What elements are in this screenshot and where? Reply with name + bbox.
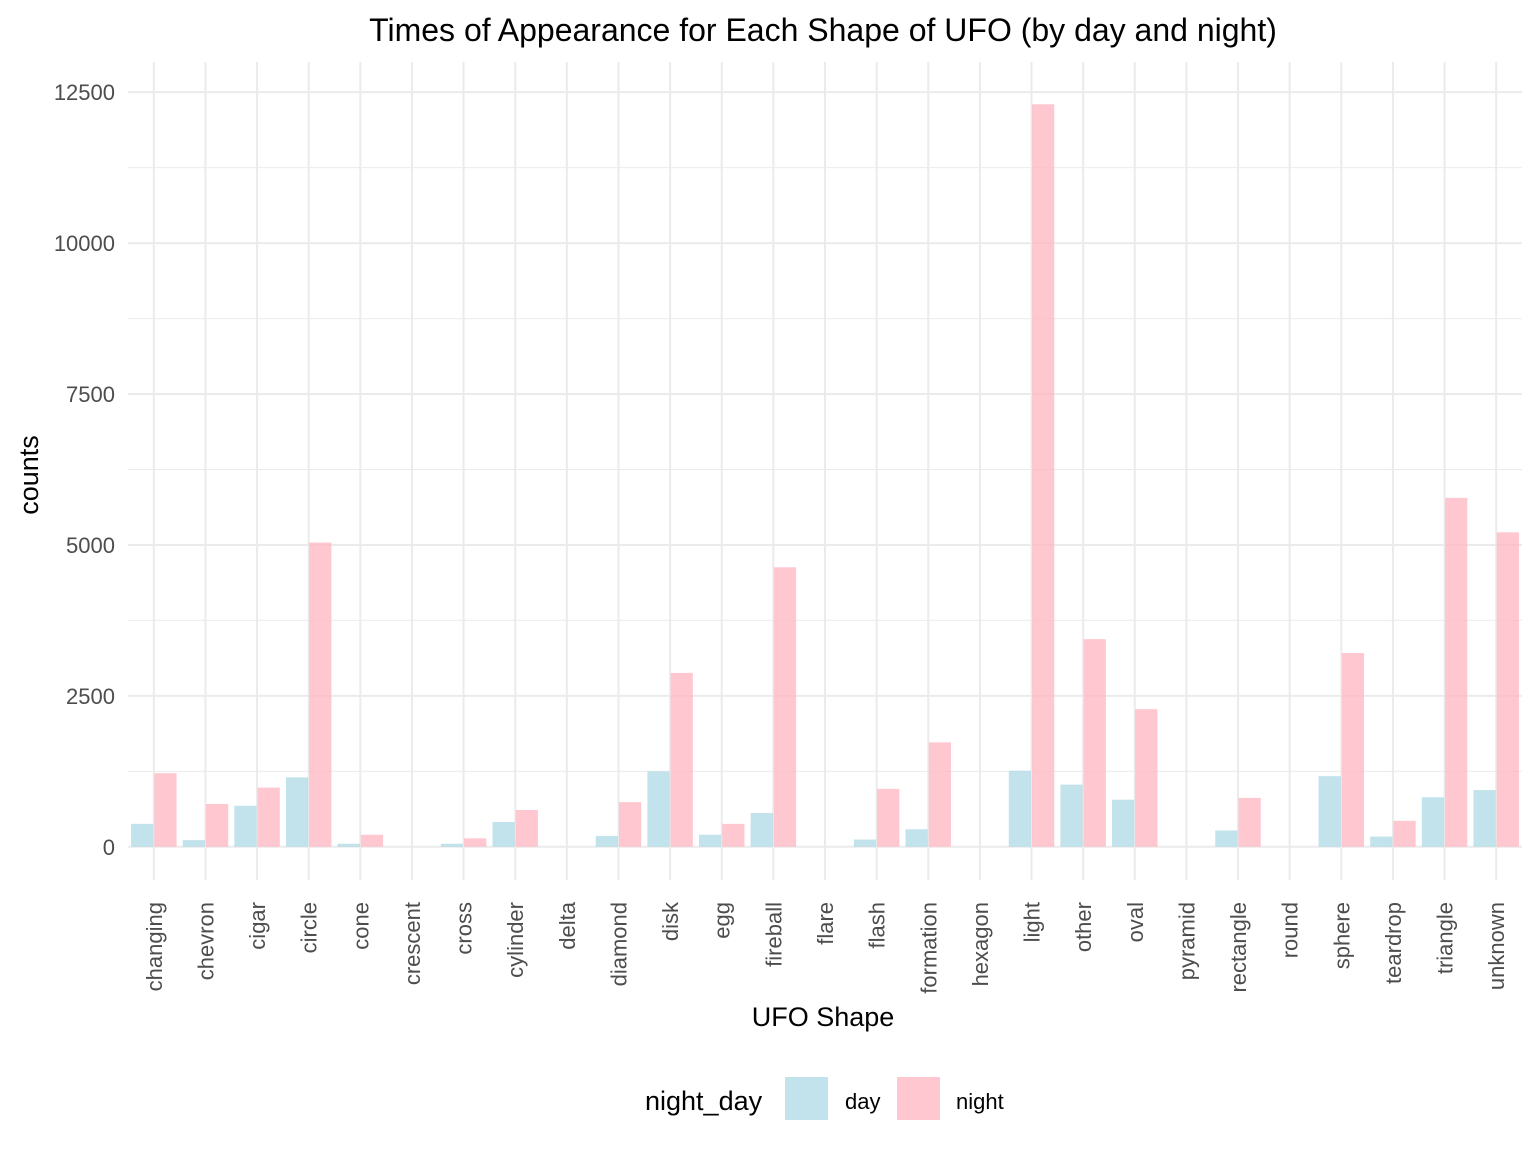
bar-night-egg <box>722 823 745 847</box>
gridlines <box>128 62 1522 880</box>
bar-day-light <box>1008 770 1032 847</box>
x-axis-label: UFO Shape <box>752 1002 895 1032</box>
bar-day-disk <box>647 771 670 847</box>
legend-swatch-day <box>785 1077 828 1120</box>
bar-night-changing <box>154 773 177 847</box>
bar-night-disk <box>670 672 693 847</box>
bar-night-fireball <box>773 567 797 847</box>
bar-night-circle <box>309 542 332 847</box>
y-tick-label: 0 <box>103 835 115 860</box>
bar-day-circle <box>285 777 309 847</box>
x-tick-label: circle <box>297 902 322 953</box>
x-tick-label: oval <box>1123 902 1148 942</box>
legend-label-day: day <box>845 1089 880 1114</box>
bar-night-cone <box>360 834 384 847</box>
y-tick-label: 7500 <box>66 382 115 407</box>
bar-day-formation <box>905 829 928 847</box>
bar-night-sphere <box>1341 653 1365 847</box>
x-tick-label: changing <box>142 902 167 991</box>
x-tick-label: crescent <box>400 902 425 985</box>
x-tick-label: other <box>1071 902 1096 952</box>
legend-label-night: night <box>956 1089 1004 1114</box>
x-tick-label: teardrop <box>1381 902 1406 984</box>
y-axis-ticks: 0 2500 5000 7500 10000 12500 <box>54 80 115 860</box>
bar-day-teardrop <box>1370 836 1393 847</box>
bar-night-unknown <box>1496 532 1519 847</box>
bar-night-oval <box>1135 709 1158 847</box>
x-tick-label: pyramid <box>1174 902 1199 980</box>
x-tick-label: rectangle <box>1226 902 1251 993</box>
bar-day-oval <box>1112 799 1135 847</box>
bar-day-chevron <box>182 840 205 847</box>
bar-night-flash <box>877 788 900 847</box>
bars <box>131 104 1519 847</box>
bar-day-egg <box>699 834 722 847</box>
bar-night-light <box>1032 104 1055 847</box>
bar-day-other <box>1060 784 1083 847</box>
bar-day-rectangle <box>1215 830 1238 847</box>
bar-night-chevron <box>205 803 229 847</box>
x-tick-label: diamond <box>606 902 631 986</box>
x-tick-label: disk <box>658 901 683 941</box>
bar-day-cross <box>440 843 464 847</box>
legend: night_day day night <box>645 1077 1004 1120</box>
bar-day-unknown <box>1473 790 1496 847</box>
chart-title: Times of Appearance for Each Shape of UF… <box>369 12 1277 48</box>
bar-day-cylinder <box>492 822 515 847</box>
bar-day-sphere <box>1318 776 1341 847</box>
bar-night-teardrop <box>1393 820 1416 847</box>
bar-day-diamond <box>595 835 618 847</box>
x-tick-label: unknown <box>1484 902 1509 990</box>
x-tick-label: round <box>1278 902 1303 958</box>
bar-day-cone <box>337 843 360 847</box>
x-tick-label: cylinder <box>503 902 528 978</box>
x-tick-label: chevron <box>193 902 218 980</box>
bar-night-formation <box>928 742 951 847</box>
x-tick-label: formation <box>916 902 941 994</box>
bar-day-cigar <box>234 805 257 847</box>
bar-night-other <box>1083 639 1106 847</box>
y-axis-label: counts <box>14 435 44 515</box>
x-tick-label: flare <box>813 902 838 945</box>
bar-day-flash <box>853 839 877 847</box>
bar-day-triangle <box>1421 797 1445 847</box>
bar-day-fireball <box>750 812 773 847</box>
x-tick-label: egg <box>710 902 735 939</box>
x-tick-label: cross <box>452 902 477 955</box>
x-tick-label: hexagon <box>968 902 993 986</box>
bar-night-cigar <box>257 787 280 847</box>
x-tick-label: cone <box>348 902 373 950</box>
bar-night-triangle <box>1445 497 1468 847</box>
x-tick-label: delta <box>555 901 580 949</box>
x-tick-label: triangle <box>1433 902 1458 974</box>
y-tick-label: 2500 <box>66 684 115 709</box>
bar-day-changing <box>131 823 154 847</box>
y-tick-label: 12500 <box>54 80 115 105</box>
bar-night-cross <box>464 838 487 847</box>
legend-swatch-night <box>897 1077 940 1120</box>
bar-night-cylinder <box>515 809 538 847</box>
x-tick-label: light <box>1020 902 1045 942</box>
x-tick-label: fireball <box>761 902 786 967</box>
bar-night-diamond <box>618 802 642 847</box>
bar-night-rectangle <box>1238 797 1261 847</box>
x-tick-label: flash <box>865 902 890 948</box>
legend-title: night_day <box>645 1086 763 1116</box>
x-axis-ticks: changing chevron cigar circle cone crescent cr… <box>142 901 1509 994</box>
y-tick-label: 10000 <box>54 231 115 256</box>
y-tick-label: 5000 <box>66 533 115 558</box>
x-tick-label: sphere <box>1329 902 1354 969</box>
x-tick-label: cigar <box>245 902 270 950</box>
